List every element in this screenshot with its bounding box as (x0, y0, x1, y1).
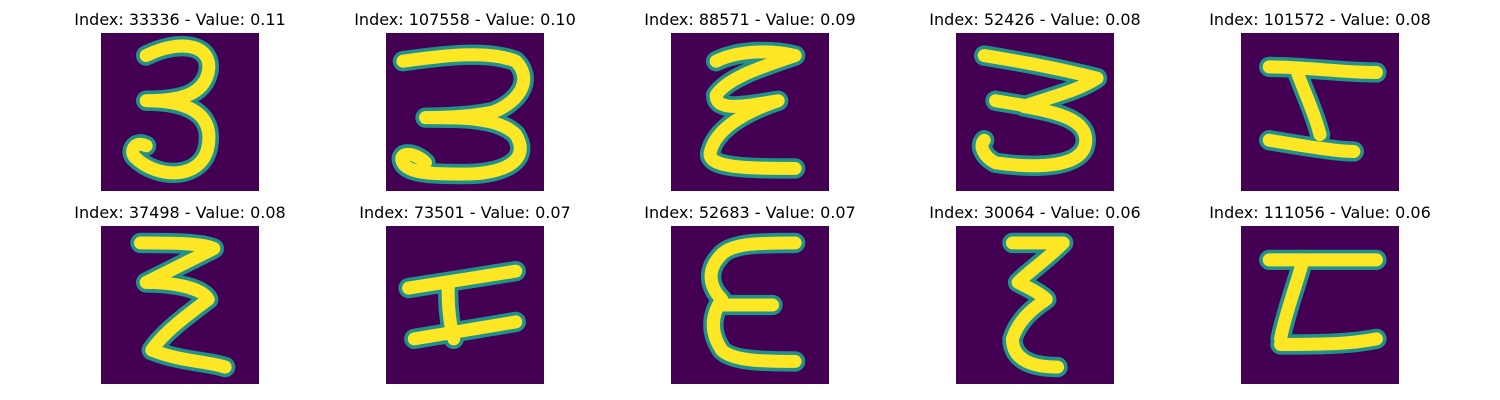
digit-image (1241, 226, 1399, 384)
panel-1: Index: 33336 - Value: 0.11 (60, 10, 300, 195)
digit-image (956, 33, 1114, 191)
panel-title: Index: 30064 - Value: 0.06 (929, 203, 1141, 222)
panel-3: Index: 88571 - Value: 0.09 (630, 10, 870, 195)
panel-title: Index: 88571 - Value: 0.09 (644, 10, 856, 29)
panel-7: Index: 73501 - Value: 0.07 (345, 203, 585, 388)
panel-9: Index: 30064 - Value: 0.06 (915, 203, 1155, 388)
panel-title: Index: 107558 - Value: 0.10 (354, 10, 576, 29)
panel-title: Index: 37498 - Value: 0.08 (74, 203, 286, 222)
digit-image (386, 226, 544, 384)
digit-image (386, 33, 544, 191)
digit-image (101, 33, 259, 191)
panel-title: Index: 33336 - Value: 0.11 (74, 10, 286, 29)
panel-title: Index: 111056 - Value: 0.06 (1209, 203, 1431, 222)
panel-6: Index: 37498 - Value: 0.08 (60, 203, 300, 388)
digit-image (101, 226, 259, 384)
digit-image (956, 226, 1114, 384)
panel-10: Index: 111056 - Value: 0.06 (1200, 203, 1440, 388)
panel-title: Index: 52426 - Value: 0.08 (929, 10, 1141, 29)
panel-title: Index: 73501 - Value: 0.07 (359, 203, 571, 222)
digit-image (671, 33, 829, 191)
panel-4: Index: 52426 - Value: 0.08 (915, 10, 1155, 195)
digit-image (671, 226, 829, 384)
panel-2: Index: 107558 - Value: 0.10 (345, 10, 585, 195)
digit-image (1241, 33, 1399, 191)
panel-title: Index: 101572 - Value: 0.08 (1209, 10, 1431, 29)
panel-8: Index: 52683 - Value: 0.07 (630, 203, 870, 388)
panel-title: Index: 52683 - Value: 0.07 (644, 203, 856, 222)
panel-5: Index: 101572 - Value: 0.08 (1200, 10, 1440, 195)
